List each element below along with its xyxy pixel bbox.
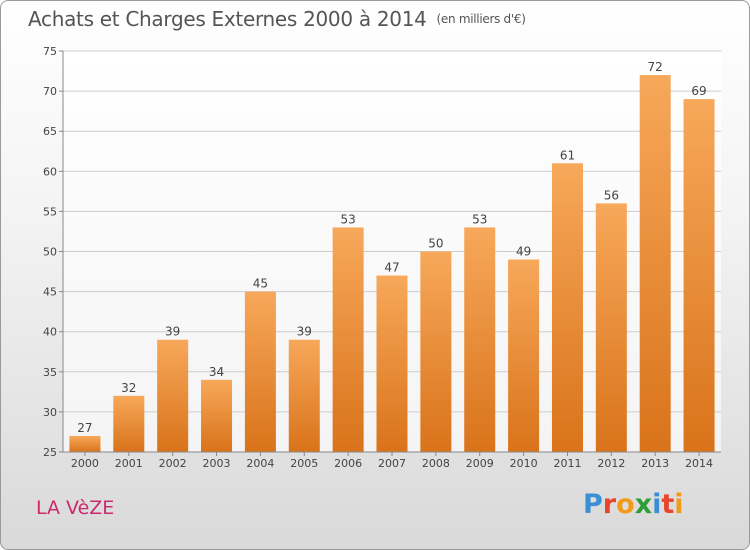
bar-2006: [332, 227, 364, 452]
title-text: Achats et Charges Externes 2000 à 2014: [28, 7, 427, 31]
bar-2003: [201, 379, 233, 452]
x-tick-label: 2006: [334, 457, 362, 470]
y-tick-label: 30: [43, 406, 57, 419]
logo-letter: P: [583, 489, 603, 520]
x-tick-label: 2013: [641, 457, 669, 470]
logo-letter: o: [616, 489, 635, 520]
bar-2004: [244, 291, 276, 452]
bar-2010: [508, 259, 540, 452]
data-label: 32: [121, 381, 136, 395]
bar-2012: [595, 203, 627, 452]
y-tick-label: 55: [43, 205, 57, 218]
y-tick-label: 25: [43, 446, 57, 459]
y-tick-label: 75: [43, 45, 57, 58]
data-label: 27: [77, 421, 92, 435]
data-label: 50: [428, 237, 443, 251]
x-tick-label: 2004: [246, 457, 274, 470]
bar-2002: [157, 339, 189, 452]
x-tick-label: 2005: [290, 457, 318, 470]
data-label: 61: [560, 148, 575, 162]
place-name: LA VèZE: [36, 497, 115, 519]
proxiti-logo: Proxiti: [583, 489, 684, 520]
y-tick-label: 65: [43, 125, 57, 138]
x-tick-label: 2014: [685, 457, 713, 470]
data-label: 39: [165, 325, 180, 339]
bar-2008: [420, 251, 452, 452]
data-label: 45: [253, 277, 268, 291]
data-label: 47: [384, 261, 399, 275]
x-tick-label: 2001: [115, 457, 143, 470]
logo-letter: x: [634, 489, 653, 520]
x-tick-label: 2003: [203, 457, 231, 470]
data-label: 39: [297, 325, 312, 339]
x-tick-label: 2000: [71, 457, 99, 470]
logo-letter: t: [661, 489, 675, 520]
data-label: 49: [516, 245, 531, 259]
y-tick-label: 50: [43, 246, 57, 259]
data-label: 53: [340, 212, 355, 226]
x-tick-label: 2010: [510, 457, 538, 470]
logo-letter: r: [602, 489, 617, 520]
axes: [59, 50, 721, 456]
title-unit: (en milliers d'€): [436, 12, 526, 26]
labels: 25 30 35 40 45 50 55 60 65 70 75 27 2000 32 2001 39 2002…: [43, 45, 713, 470]
y-tick-label: 40: [43, 326, 57, 339]
chart-title: Achats et Charges Externes 2000 à 2014 (e…: [28, 7, 526, 31]
x-tick-label: 2009: [466, 457, 494, 470]
bar-2001: [113, 395, 145, 452]
bar-2013: [639, 75, 671, 452]
bar-2000: [69, 435, 101, 452]
y-tick-label: 60: [43, 165, 57, 178]
bar-2011: [551, 163, 583, 452]
y-tick-label: 35: [43, 366, 57, 379]
x-tick-label: 2008: [422, 457, 450, 470]
bar-2014: [683, 99, 715, 453]
logo-letter: i: [674, 489, 684, 520]
bar-2009: [464, 227, 496, 452]
data-label: 53: [472, 212, 487, 226]
x-tick-label: 2012: [597, 457, 625, 470]
bars: [69, 75, 715, 453]
data-label: 72: [648, 60, 663, 74]
x-tick-label: 2007: [378, 457, 406, 470]
y-tick-label: 45: [43, 286, 57, 299]
x-tick-label: 2002: [159, 457, 187, 470]
x-tick-label: 2011: [553, 457, 581, 470]
y-tick-label: 70: [43, 85, 57, 98]
bar-2007: [376, 275, 408, 452]
data-label: 56: [604, 188, 619, 202]
data-label: 34: [209, 365, 224, 379]
data-label: 69: [691, 84, 706, 98]
bar-2005: [288, 339, 320, 452]
logo-letter: i: [652, 489, 662, 520]
